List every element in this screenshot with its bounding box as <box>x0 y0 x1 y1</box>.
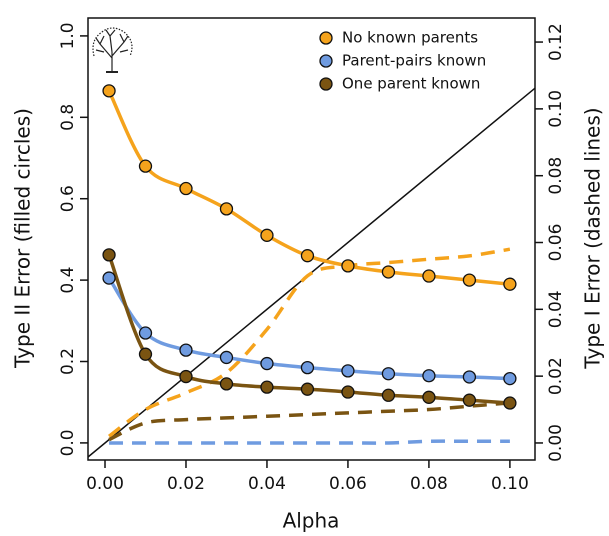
type2-point <box>102 271 116 285</box>
y-tick-label: 0.2 <box>58 348 78 375</box>
legend-marker <box>319 77 333 91</box>
type2-point <box>219 350 234 365</box>
y2-tick-label: 0.02 <box>546 357 566 395</box>
type2-point <box>381 367 396 381</box>
y2-tick-label: 0.04 <box>546 290 566 328</box>
type2-point <box>462 370 477 384</box>
type2-point <box>300 382 315 396</box>
type2-point <box>179 181 193 196</box>
x-axis-title: Alpha <box>283 509 340 533</box>
y2-axis-title: Type I Error (dashed lines) <box>581 107 605 369</box>
type2-point <box>179 369 193 384</box>
y2-tick-label: 0.08 <box>546 157 566 195</box>
type2-point <box>260 228 274 242</box>
type2-point <box>503 277 517 291</box>
y-axis-title: Type II Error (filled circles) <box>11 108 35 369</box>
type2-point <box>179 343 193 357</box>
y-tick-label: 0.4 <box>58 267 78 294</box>
y2-tick-label: 0.12 <box>546 23 566 61</box>
x-tick-label: 0.02 <box>167 474 205 494</box>
type2-point <box>260 380 274 394</box>
x-tick-label: 0.10 <box>491 474 529 494</box>
type2-point <box>422 269 436 283</box>
type2-point <box>503 371 517 386</box>
type2-point <box>219 377 234 391</box>
type2-point <box>138 347 153 361</box>
type2-point <box>300 249 315 263</box>
legend-label: Parent-pairs known <box>342 52 486 70</box>
y2-tick-label: 0.10 <box>546 90 566 128</box>
type2-point <box>422 369 436 383</box>
legend-marker <box>319 31 333 45</box>
y-tick-label: 1.0 <box>58 22 78 49</box>
y-tick-label: 0.0 <box>58 429 78 456</box>
type1-dashed-line <box>108 401 511 442</box>
type2-point <box>300 360 315 375</box>
y-tick-label: 0.8 <box>58 104 78 131</box>
y2-tick-label: 0.00 <box>546 424 566 462</box>
type2-point <box>503 396 517 410</box>
type2-point <box>138 159 153 173</box>
type2-point <box>381 265 396 279</box>
legend-marker <box>319 54 333 68</box>
y2-tick-label: 0.06 <box>546 224 566 262</box>
x-tick-label: 0.00 <box>86 474 124 494</box>
x-tick-label: 0.06 <box>329 474 367 494</box>
legend-label: One parent known <box>342 75 480 93</box>
type2-point <box>138 326 153 340</box>
type1-dashed-line <box>109 439 510 445</box>
type2-point <box>260 356 274 371</box>
tree-icon <box>92 27 133 73</box>
x-tick-label: 0.08 <box>410 474 448 494</box>
type2-point <box>381 388 396 402</box>
type2-point <box>462 273 477 287</box>
type2-point <box>422 390 436 404</box>
type2-point <box>462 393 477 407</box>
type1-dashed-line <box>108 247 511 438</box>
type2-point <box>341 259 355 273</box>
type2-point <box>102 248 116 262</box>
legend-label: No known parents <box>342 29 478 47</box>
type2-point <box>341 385 355 399</box>
type2-point <box>102 84 116 98</box>
x-tick-label: 0.04 <box>248 474 286 494</box>
type2-point <box>219 202 234 216</box>
y-tick-label: 0.6 <box>58 185 78 212</box>
type2-point <box>341 364 355 378</box>
plot-frame <box>87 17 536 461</box>
